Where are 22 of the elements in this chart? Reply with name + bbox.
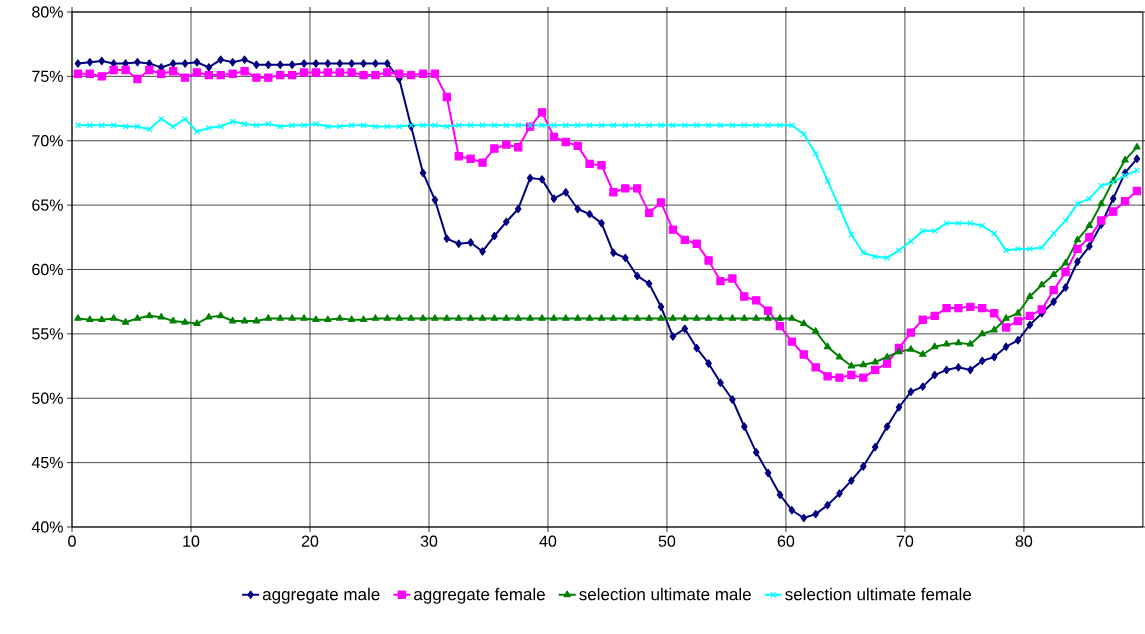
- x-tick-label: 80: [1015, 535, 1033, 547]
- x-tick-label: 70: [896, 535, 914, 547]
- y-tick-label: 60%: [32, 263, 63, 276]
- x-tick-label: 20: [301, 535, 319, 547]
- legend-label: aggregate female: [414, 587, 545, 604]
- y-tick-label: 80%: [32, 6, 63, 18]
- x-tick-label: 30: [420, 535, 438, 547]
- y-tick-label: 50%: [32, 392, 63, 404]
- x-tick-label: 60: [777, 535, 795, 547]
- y-tick-label: 70%: [32, 135, 63, 147]
- y-tick-label: 65%: [32, 199, 63, 211]
- x-tick-label: 50: [658, 535, 676, 547]
- y-tick-label: 55%: [32, 328, 63, 340]
- legend-label: selection ultimate male: [579, 587, 751, 601]
- y-tick-label: 40%: [31, 521, 63, 533]
- legend-label: selection ultimate female: [785, 587, 972, 601]
- x-tick-label: 0: [68, 535, 76, 547]
- y-tick-label: 45%: [31, 456, 63, 469]
- x-tick-label: 40: [539, 535, 557, 547]
- x-tick-label: 10: [183, 535, 200, 547]
- y-tick-label: 75%: [32, 70, 63, 82]
- legend-label: aggregate male: [262, 587, 380, 604]
